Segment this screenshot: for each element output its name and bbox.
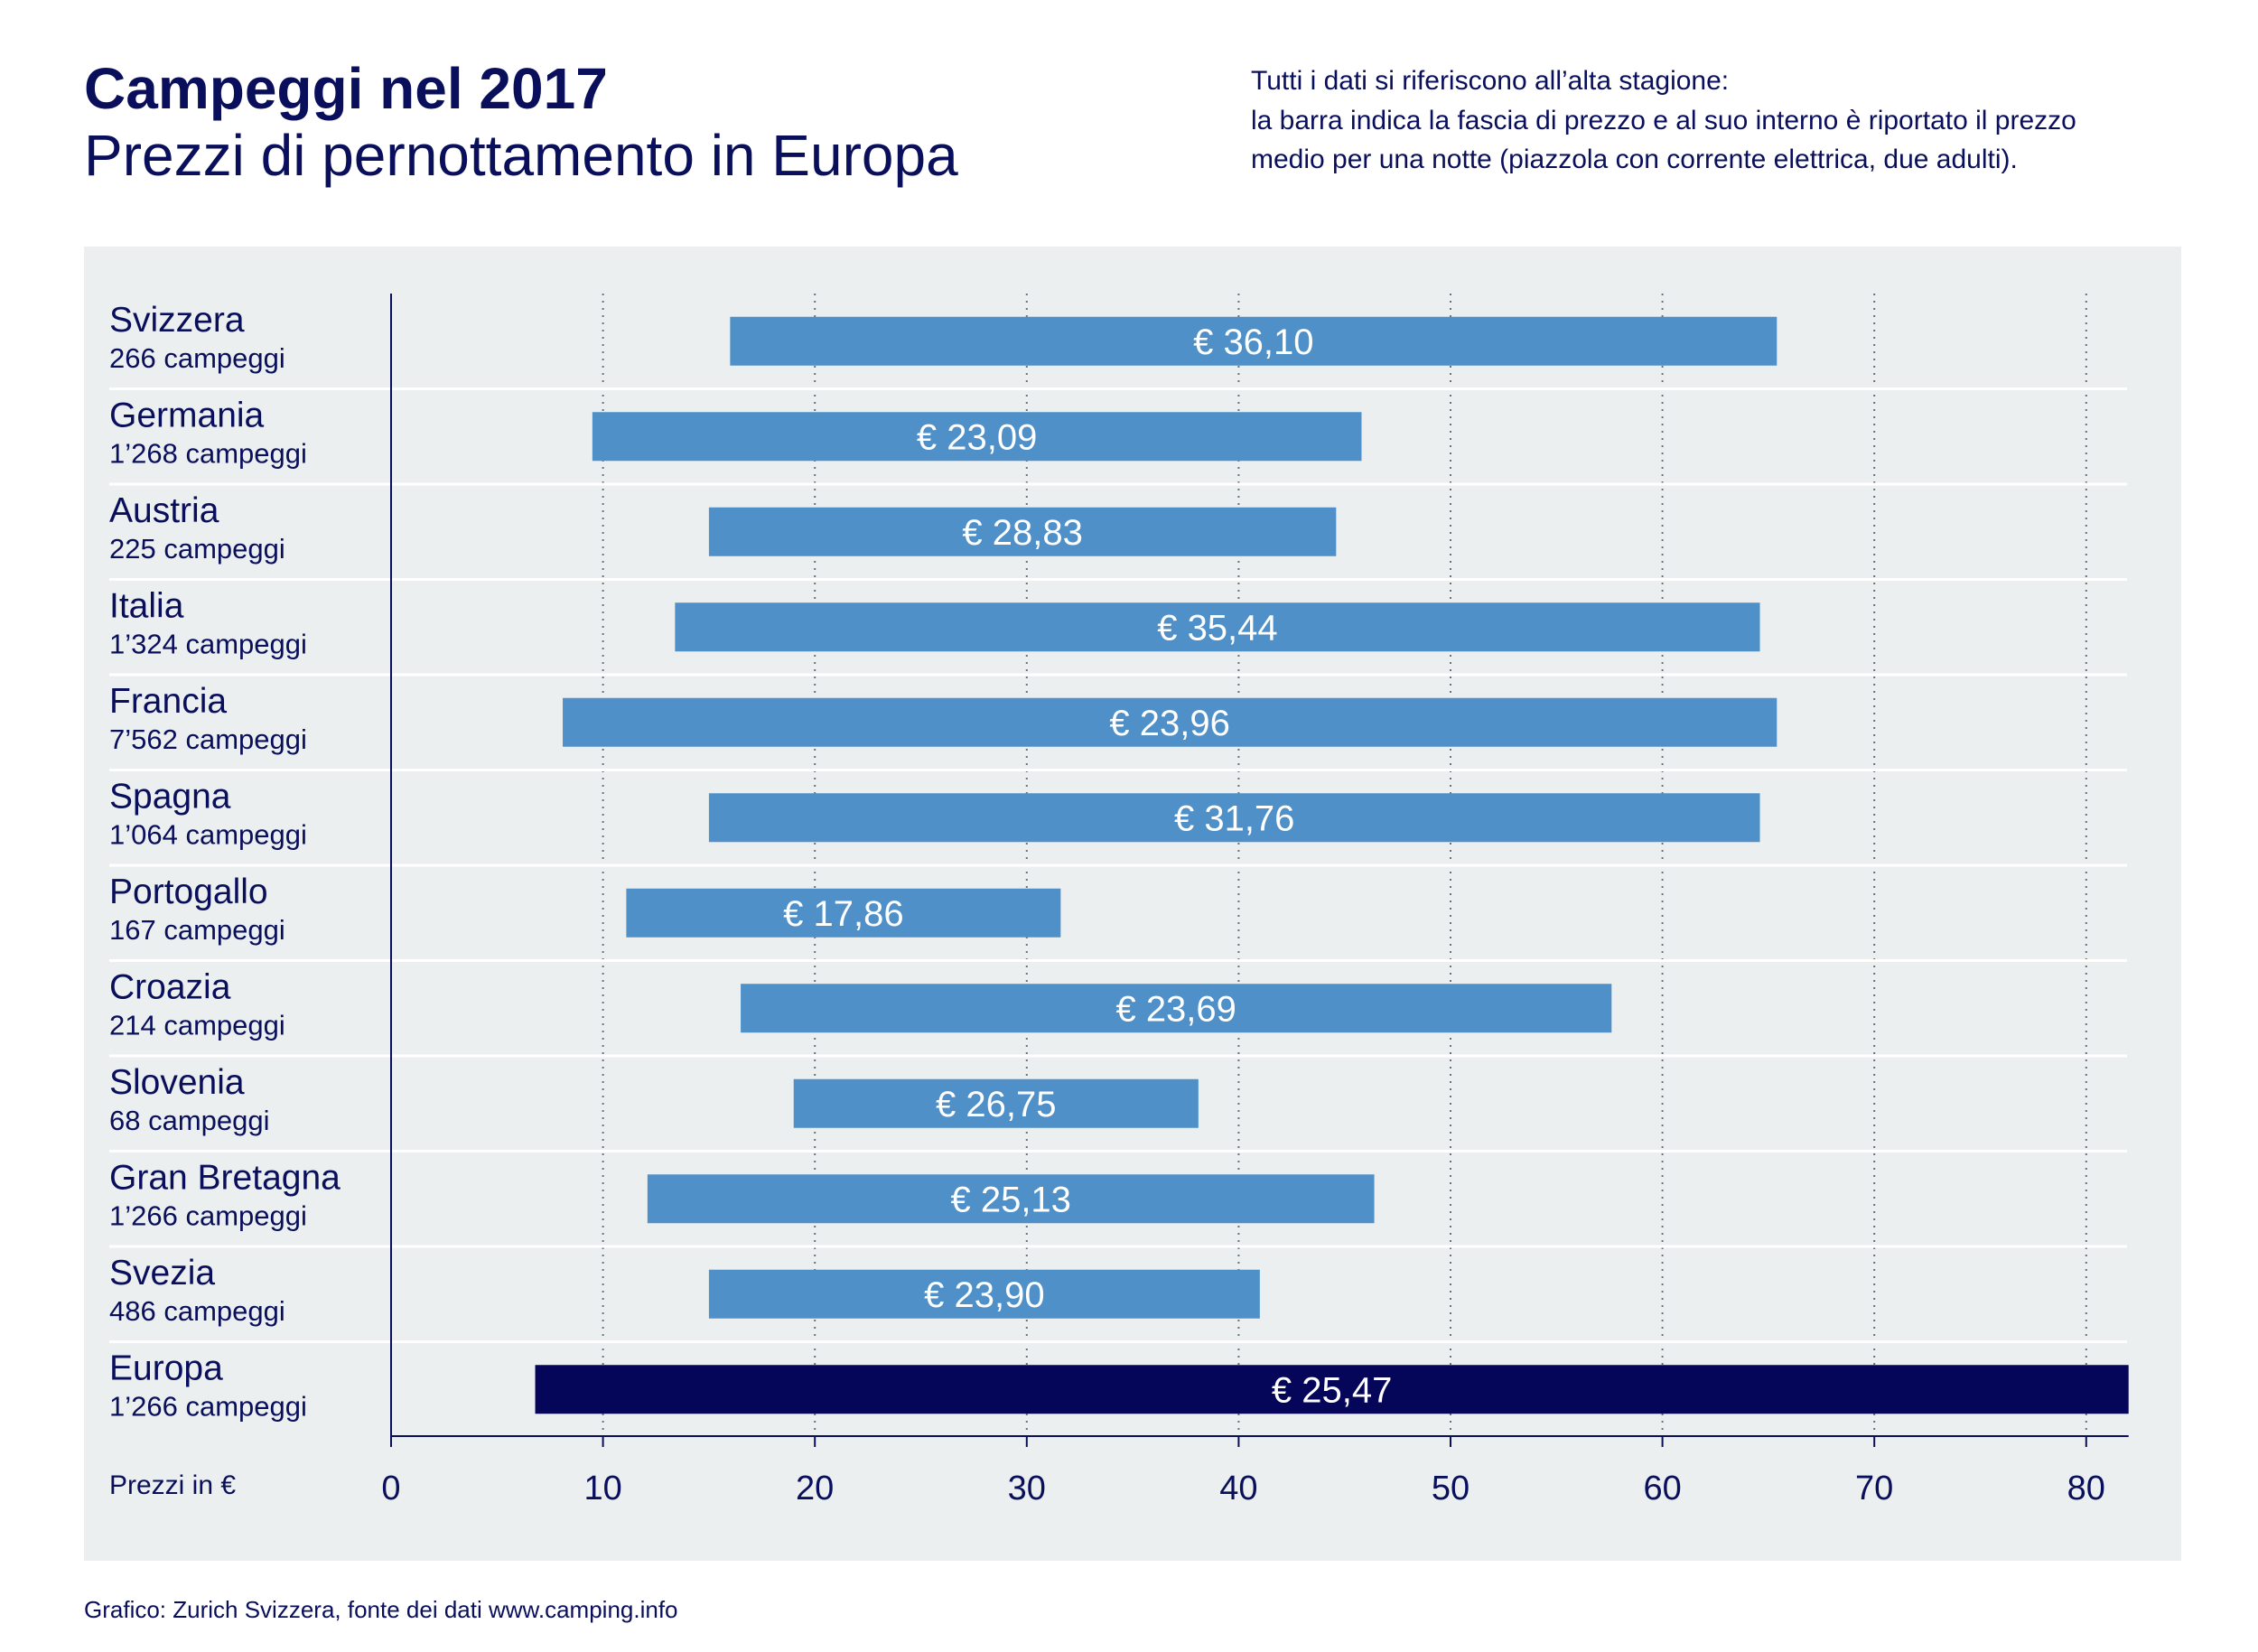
campsite-count: 1’266 campeggi — [109, 1391, 307, 1423]
range-bar — [708, 507, 1337, 556]
avg-price-label: € 36,10 — [1193, 322, 1313, 362]
x-tick-label: 80 — [2067, 1470, 2105, 1507]
campsite-count: 1’064 campeggi — [109, 819, 307, 851]
range-bar — [626, 888, 1061, 938]
campsite-count: 266 campeggi — [109, 342, 285, 374]
chart-subtitle: Prezzi di pernottamento in Europa — [84, 122, 958, 188]
avg-price-label: € 17,86 — [783, 894, 903, 934]
avg-price-label: € 26,75 — [936, 1085, 1056, 1125]
x-tick-label: 0 — [381, 1470, 400, 1507]
avg-price-label: € 23,90 — [924, 1275, 1044, 1315]
note-line: Tutti i dati si riferiscono all’alta sta… — [1251, 66, 1730, 96]
title-block: Campeggi nel 2017 Prezzi di pernottament… — [84, 56, 958, 189]
chart-title: Campeggi nel 2017 — [84, 56, 608, 121]
country-label: Spagna — [109, 778, 231, 817]
avg-price-label: € 23,69 — [1115, 989, 1236, 1029]
avg-price-label: € 31,76 — [1174, 798, 1294, 838]
footer-source: Grafico: Zurich Svizzera, fonte dei dati… — [84, 1596, 678, 1623]
chart-panel: 0 10 20 30 40 50 60 70 80 Prezzi in € Svizzera 266 … — [84, 247, 2181, 1561]
explanatory-note: Tutti i dati si riferiscono all’alta sta… — [1251, 61, 2226, 180]
x-tick-label: 20 — [796, 1470, 834, 1507]
range-bar — [708, 793, 1760, 843]
country-label: Croazia — [109, 968, 231, 1007]
avg-price-label: € 35,44 — [1157, 608, 1277, 648]
note-line: la barra indica la fascia di prezzo e al… — [1251, 105, 2076, 135]
avg-price-label: € 23,96 — [1109, 704, 1229, 743]
x-axis-label: Prezzi in € — [109, 1470, 236, 1500]
range-bar — [647, 1174, 1375, 1224]
campsite-count: 167 campeggi — [109, 914, 285, 946]
campsite-count: 7’562 campeggi — [109, 723, 307, 755]
avg-price-label: € 25,47 — [1272, 1370, 1392, 1410]
campsite-count: 486 campeggi — [109, 1295, 285, 1327]
range-bar — [675, 602, 1760, 652]
range-bar — [708, 1269, 1260, 1319]
x-tick-label: 40 — [1219, 1470, 1257, 1507]
country-label: Svezia — [109, 1254, 215, 1293]
country-label: Italia — [109, 587, 184, 626]
avg-price-label: € 23,09 — [917, 417, 1037, 457]
country-label: Svizzera — [109, 301, 245, 340]
campsite-count: 1’266 campeggi — [109, 1200, 307, 1232]
campsite-count: 68 campeggi — [109, 1105, 270, 1136]
range-bar — [592, 412, 1362, 462]
country-label: Francia — [109, 682, 227, 721]
campsite-count: 214 campeggi — [109, 1010, 285, 1041]
x-tick-label: 10 — [583, 1470, 621, 1507]
country-label: Slovenia — [109, 1063, 245, 1102]
x-tick-label: 50 — [1432, 1470, 1470, 1507]
x-tick-label: 30 — [1008, 1470, 1046, 1507]
x-tick-label: 60 — [1643, 1470, 1681, 1507]
country-label: Europa — [109, 1349, 223, 1388]
country-label: Gran Bretagna — [109, 1159, 341, 1198]
europe-range-bar — [535, 1365, 2129, 1414]
note-line: medio per una notte (piazzola con corren… — [1251, 145, 2018, 174]
range-bar — [793, 1078, 1199, 1128]
avg-price-label: € 25,13 — [950, 1180, 1070, 1219]
avg-price-label: € 28,83 — [962, 513, 1082, 553]
range-bar-chart: 0 10 20 30 40 50 60 70 80 Prezzi in € Svizzera266 … — [109, 294, 2129, 1507]
range-bar — [730, 316, 1777, 366]
country-label: Portogallo — [109, 873, 268, 911]
campsite-count: 225 campeggi — [109, 533, 285, 565]
country-label: Austria — [109, 491, 219, 530]
country-label: Germania — [109, 397, 265, 435]
range-bar — [741, 984, 1612, 1033]
range-bar — [563, 697, 1777, 747]
x-tick-label: 70 — [1855, 1470, 1893, 1507]
campsite-count: 1’324 campeggi — [109, 629, 307, 660]
campsite-count: 1’268 campeggi — [109, 438, 307, 470]
